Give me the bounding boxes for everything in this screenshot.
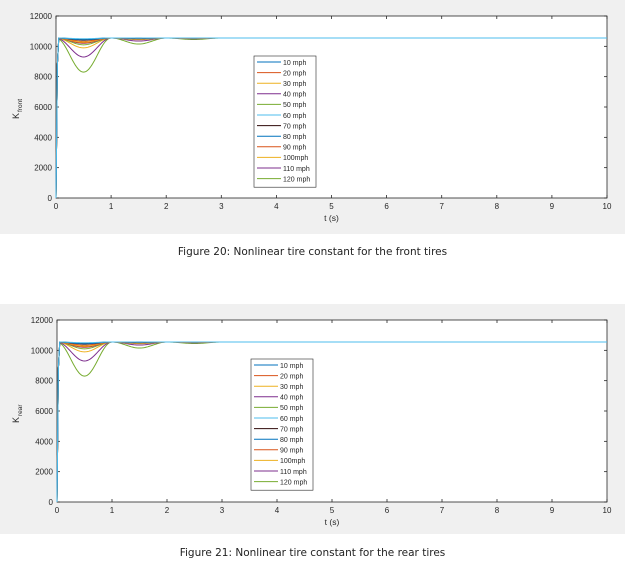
plot-panel: 0 1 2 3 4 5 6 7 8 9 10 0 2000 4000 6000 8000 10000 12000 t…	[0, 304, 625, 534]
figure-caption-front: Figure 20: Nonlinear tire constant for t…	[177, 246, 448, 258]
legend-label: 100mph	[280, 458, 305, 465]
figure-caption-rear: Figure 21: Nonlinear tire constant for t…	[179, 547, 446, 559]
series-line	[55, 37, 607, 199]
y-tick-label: 0	[49, 498, 54, 507]
legend-label: 120 mph	[280, 479, 307, 486]
legend-label: 40 mph	[280, 395, 303, 402]
y-tick-label: 2000	[34, 164, 52, 173]
x-tick-label: 1	[110, 506, 115, 515]
legend-label: 50 mph	[280, 405, 303, 412]
y-tick-label: 12000	[30, 12, 53, 21]
y-tick-label: 2000	[35, 468, 53, 477]
x-tick-label: 4	[274, 202, 279, 211]
legend-label: 50 mph	[283, 102, 306, 109]
legend-label: 10 mph	[283, 60, 306, 67]
x-tick-label: 8	[495, 506, 500, 515]
y-tick-label: 8000	[34, 73, 52, 82]
y-axis-label-main: K	[11, 417, 21, 423]
x-tick-label: 6	[384, 202, 389, 211]
y-tick-label: 6000	[34, 103, 52, 112]
legend-label: 80 mph	[283, 134, 306, 141]
legend-label: 100mph	[283, 155, 308, 162]
y-tick-label: 8000	[35, 377, 53, 386]
x-axis-label: t (s)	[325, 517, 340, 527]
legend-label: 70 mph	[280, 426, 303, 433]
legend-label: 70 mph	[283, 123, 306, 130]
legend-label: 110 mph	[283, 166, 310, 173]
x-tick-label: 5	[330, 506, 335, 515]
y-tick-label: 4000	[35, 437, 53, 446]
y-tick-label: 6000	[35, 407, 53, 416]
legend-label: 60 mph	[280, 416, 303, 423]
axes-box	[56, 319, 608, 503]
chart-rear-tire-constant: 0 1 2 3 4 5 6 7 8 9 10 0 2000 4000 6000 8000 10000 12000 t…	[11, 316, 612, 527]
x-tick-label: 10	[603, 202, 612, 211]
x-tick-label: 0	[55, 506, 60, 515]
legend-label: 10 mph	[280, 363, 303, 370]
legend-label: 120 mph	[283, 176, 310, 183]
legend-label: 20 mph	[280, 373, 303, 380]
legend-label: 60 mph	[283, 113, 306, 120]
x-tick-label: 9	[550, 506, 555, 515]
y-tick-label: 4000	[34, 133, 52, 142]
legend-label: 90 mph	[280, 448, 303, 455]
x-tick-label: 5	[329, 202, 334, 211]
series-line	[56, 341, 607, 503]
y-tick-label: 10000	[30, 42, 53, 51]
axes-box	[55, 15, 608, 199]
x-tick-label: 8	[495, 202, 500, 211]
legend-label: 20 mph	[283, 70, 306, 77]
chart-front-tire-constant: 0 1 2 3 4 5 6 7 8 9 10 0 2000 4000 6000 8000 10000 12000 t…	[11, 12, 612, 223]
legend-label: 30 mph	[283, 81, 306, 88]
legend-label: 40 mph	[283, 92, 306, 99]
x-tick-label: 2	[165, 506, 170, 515]
x-tick-label: 3	[219, 202, 224, 211]
plot-panel: 0 1 2 3 4 5 6 7 8 9 10 0 2000 4000 6000 8000 10000 12000 t…	[0, 0, 625, 234]
y-tick-label: 12000	[31, 316, 54, 325]
x-axis-label: t (s)	[324, 213, 339, 223]
x-tick-label: 0	[54, 202, 59, 211]
y-tick-label: 0	[48, 194, 53, 203]
x-tick-label: 1	[109, 202, 114, 211]
legend-box	[253, 55, 317, 188]
x-tick-label: 4	[275, 506, 280, 515]
x-tick-label: 6	[385, 506, 390, 515]
x-tick-label: 10	[603, 506, 612, 515]
y-axis-label-subscript: rear	[17, 404, 24, 416]
y-axis-label-subscript: front	[17, 99, 24, 112]
y-axis-label-main: K	[11, 113, 21, 119]
x-tick-label: 7	[440, 506, 445, 515]
x-tick-label: 3	[220, 506, 225, 515]
legend-label: 110 mph	[280, 469, 307, 476]
legend-label: 30 mph	[280, 384, 303, 391]
x-tick-label: 7	[439, 202, 444, 211]
legend-label: 80 mph	[280, 437, 303, 444]
legend-label: 90 mph	[283, 145, 306, 152]
legend-box	[250, 358, 314, 491]
x-tick-label: 9	[550, 202, 555, 211]
y-tick-label: 10000	[31, 346, 54, 355]
x-tick-label: 2	[164, 202, 169, 211]
